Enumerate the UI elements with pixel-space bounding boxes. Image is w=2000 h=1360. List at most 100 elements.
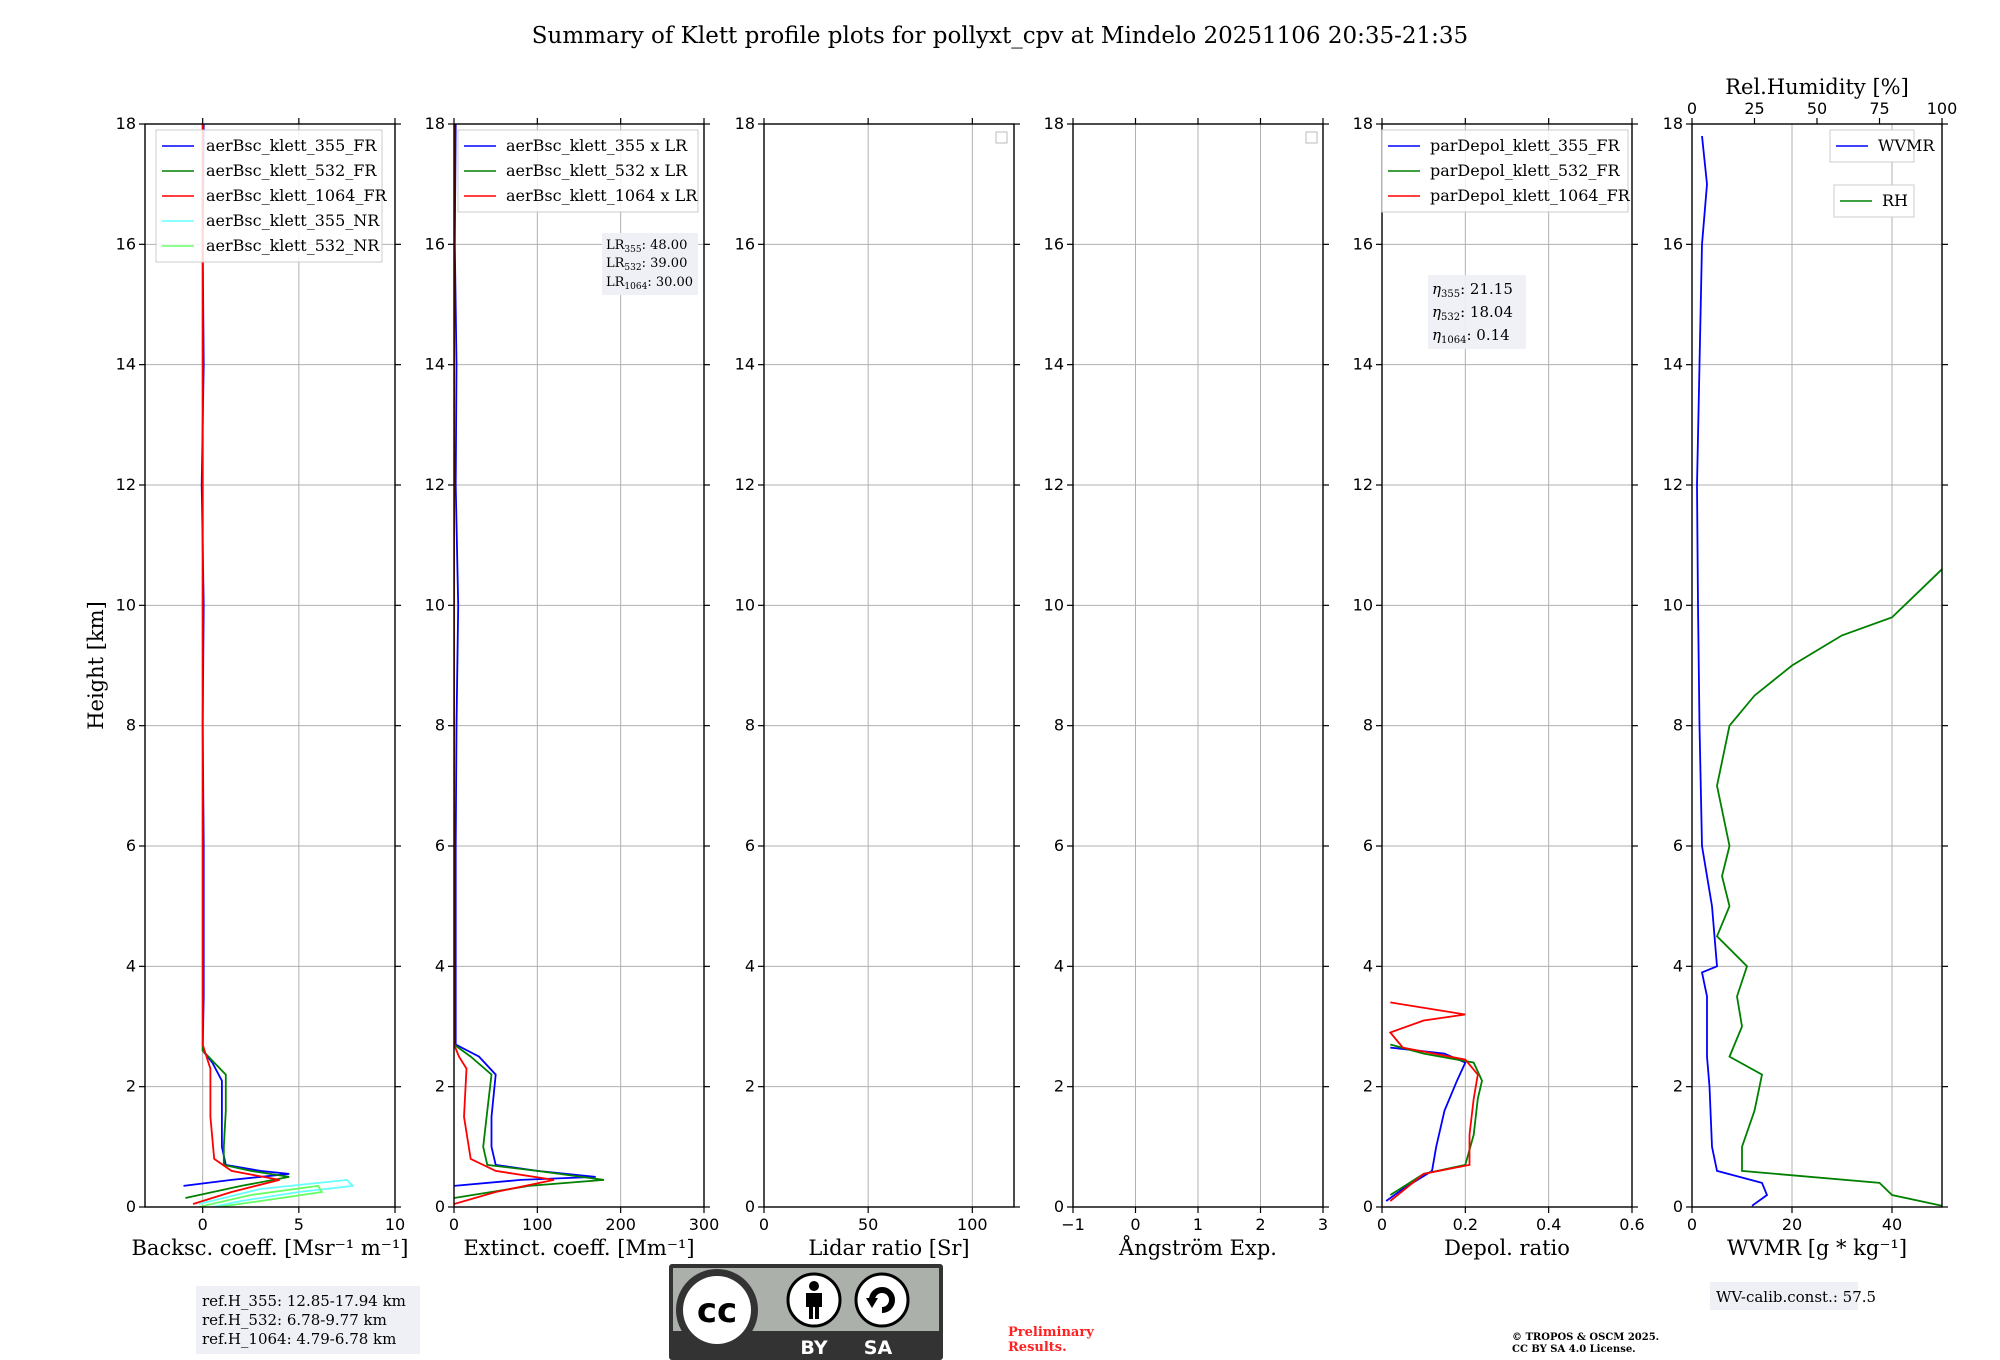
xtick-label-50: 50 [858, 1215, 878, 1234]
ytick-label-10: 10 [116, 595, 136, 614]
ytick-label-14: 14 [425, 355, 445, 374]
ytick-label-6: 6 [1363, 836, 1373, 855]
copyright-label-1: © TROPOS & OSCM 2025. [1512, 1332, 1659, 1343]
panel-extinction: 0 2 4 6 8 10 12 14 16 18 0 100 200 300 Extinct. coeff.… [425, 114, 720, 1260]
ytick-label-6: 6 [126, 836, 136, 855]
ytick-label-8: 8 [435, 716, 445, 735]
xtick-label-0: 0 [1377, 1215, 1387, 1234]
legend-backscatter: aerBsc_klett_355_FR aerBsc_klett_532_FR … [155, 129, 388, 263]
xlabel-wvmr: WVMR [g * kg⁻¹] [1727, 1236, 1907, 1260]
ytick-label-2: 2 [1673, 1077, 1683, 1096]
ytick-label-16: 16 [735, 234, 755, 253]
axes-frame-backscatter [144, 123, 396, 1208]
ytick-label-12: 12 [1353, 475, 1373, 494]
ytick-label-6: 6 [1054, 836, 1064, 855]
ytick-label-4: 4 [745, 956, 755, 975]
xtick-label-0: 0 [198, 1215, 208, 1234]
xlabel-backscatter: Backsc. coeff. [Msr⁻¹ m⁻¹] [132, 1236, 409, 1260]
ytick-label-0: 0 [435, 1197, 445, 1216]
ylabel: Height [km] [84, 601, 108, 730]
cc-license-badge: cc BY SA [669, 1264, 943, 1360]
reference-heights-box: ref.H_355: 12.85-17.94 km ref.H_532: 6.7… [196, 1286, 420, 1354]
xtick-label-5: 5 [294, 1215, 304, 1234]
sa-share-alike-icon [854, 1272, 910, 1328]
ytick-label-12: 12 [425, 475, 445, 494]
sa-text: SA [864, 1337, 893, 1359]
ytick-label-14: 14 [1353, 355, 1373, 374]
ref-h-532: ref.H_532: 6.78-9.77 km [202, 1311, 387, 1329]
legend-label-ext532: aerBsc_klett_532 x LR [506, 161, 688, 180]
legend-label-depol355: parDepol_klett_355_FR [1430, 136, 1621, 155]
ytick-label-16: 16 [425, 234, 445, 253]
legend-lidar-ratio-empty [995, 131, 1008, 144]
cc-text: cc [697, 1291, 737, 1331]
xtick-label-100: 100 [522, 1215, 553, 1234]
panel-depol: 0 2 4 6 8 10 12 14 16 18 0 0.2 0.4 0.6 Depol. ratio [1353, 114, 1645, 1260]
xtick-label-0.4: 0.4 [1536, 1215, 1561, 1234]
series-aerBsc_klett_532_NR [198, 1184, 324, 1207]
ytick-label-2: 2 [435, 1077, 445, 1096]
legend-label-1064fr: aerBsc_klett_1064_FR [206, 186, 388, 205]
xlabel-angstrom: Ångström Exp. [1118, 1235, 1277, 1260]
xtick-label-0.6: 0.6 [1619, 1215, 1644, 1234]
xtick-label-10: 10 [385, 1215, 405, 1234]
x2tick-label-50: 50 [1807, 99, 1827, 118]
ytick-label-2: 2 [1054, 1077, 1064, 1096]
xtick-label-200: 200 [605, 1215, 636, 1234]
series-RH [1715, 568, 1942, 1207]
lr-1064-label: LR1064: 30.00 [606, 275, 693, 292]
legend-label-depol1064: parDepol_klett_1064_FR [1430, 186, 1631, 205]
ytick-label-16: 16 [1044, 234, 1064, 253]
xtick-label-0.2: 0.2 [1453, 1215, 1478, 1234]
ytick-label-16: 16 [116, 234, 136, 253]
x2tick-label-75: 75 [1869, 99, 1889, 118]
ytick-label-10: 10 [1663, 595, 1683, 614]
preliminary-label-2: Results. [1008, 1340, 1067, 1355]
xtick-label-1: 1 [1193, 1215, 1203, 1234]
legend-rh: RH [1833, 184, 1915, 218]
ytick-label-10: 10 [735, 595, 755, 614]
legend-wvmr: WVMR [1829, 129, 1935, 163]
legend-label-532fr: aerBsc_klett_532_FR [206, 161, 377, 180]
ytick-label-6: 6 [1673, 836, 1683, 855]
legend-label-depol532: parDepol_klett_532_FR [1430, 161, 1621, 180]
ytick-label-8: 8 [126, 716, 136, 735]
ytick-label-4: 4 [1363, 956, 1373, 975]
ytick-label-4: 4 [1673, 956, 1683, 975]
ytick-label-0: 0 [745, 1197, 755, 1216]
series-parDepol_klett_1064_FR [1388, 1001, 1479, 1202]
xtick-label-20: 20 [1782, 1215, 1802, 1234]
ref-h-355: ref.H_355: 12.85-17.94 km [202, 1292, 406, 1310]
ytick-label-0: 0 [126, 1197, 136, 1216]
ytick-label-0: 0 [1054, 1197, 1064, 1216]
ytick-label-2: 2 [1363, 1077, 1373, 1096]
series-aerBsc_klett_355_FR [183, 124, 290, 1187]
eta-annotation: η355: 21.15 η532: 18.04 η1064: 0.14 [1428, 275, 1526, 349]
ytick-label-8: 8 [745, 716, 755, 735]
panel-lidar_ratio: 0 2 4 6 8 10 12 14 16 18 0 50 100 Lidar ratio [Sr] [735, 114, 1020, 1260]
ytick-label-12: 12 [116, 475, 136, 494]
xtick-label-100: 100 [957, 1215, 988, 1234]
xtick-label-0: 0 [1130, 1215, 1140, 1234]
eta-1064-label: η1064: 0.14 [1432, 326, 1510, 346]
eta-355-label: η355: 21.15 [1432, 280, 1513, 300]
ref-h-1064: ref.H_1064: 4.79-6.78 km [202, 1330, 396, 1348]
ytick-label-14: 14 [1663, 355, 1683, 374]
series-parDepol_klett_355_FR [1385, 1046, 1467, 1202]
figure-title: Summary of Klett profile plots for polly… [532, 23, 1468, 49]
x2tick-label-100: 100 [1927, 99, 1958, 118]
legend-label-ext355: aerBsc_klett_355 x LR [506, 136, 688, 155]
legend-label-wvmr: WVMR [1878, 136, 1935, 155]
ytick-label-2: 2 [745, 1077, 755, 1096]
axes-frame-wvmr [1691, 123, 1943, 1208]
ytick-label-4: 4 [126, 956, 136, 975]
series-aerBsc_klett_1064_FR [192, 124, 280, 1205]
lr-355-label: LR355: 48.00 [606, 238, 687, 255]
ytick-label-4: 4 [435, 956, 445, 975]
legend-label-ext1064: aerBsc_klett_1064 x LR [506, 186, 698, 205]
ytick-label-0: 0 [1673, 1197, 1683, 1216]
axes-frame-depol [1381, 123, 1633, 1208]
xtick-label-40: 40 [1882, 1215, 1902, 1234]
